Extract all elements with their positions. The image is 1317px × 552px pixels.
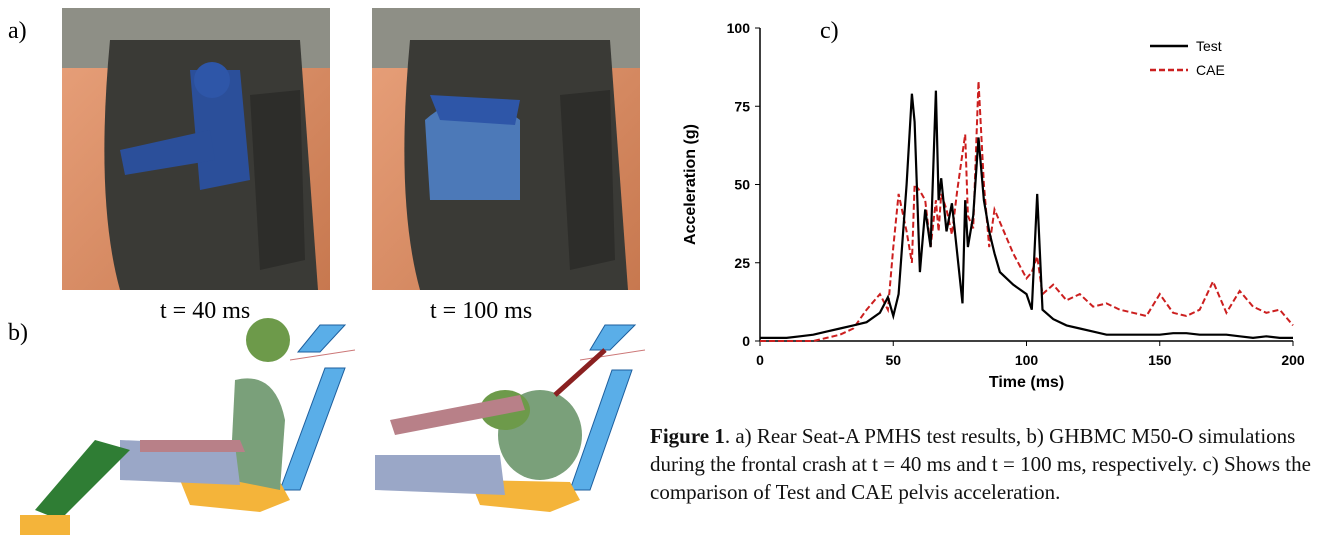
x-axis-label: Time (ms) — [989, 374, 1064, 391]
series-line — [760, 81, 1293, 341]
caption-text: . a) Rear Seat-A PMHS test results, b) G… — [650, 424, 1311, 504]
caption: Figure 1. a) Rear Seat-A PMHS test resul… — [650, 422, 1315, 506]
legend-label: Test — [1196, 38, 1222, 54]
y-tick-label: 100 — [727, 20, 751, 36]
caption-label: Figure 1 — [650, 424, 725, 448]
chart-annotation: c) — [820, 18, 839, 44]
x-tick-label: 50 — [885, 352, 901, 368]
y-tick-label: 0 — [742, 333, 750, 349]
x-tick-label: 150 — [1148, 352, 1172, 368]
photo — [62, 8, 330, 290]
panel-label: b) — [8, 320, 28, 346]
legend-label: CAE — [1196, 62, 1225, 78]
photo — [372, 8, 640, 290]
time-label: t = 100 ms — [430, 298, 532, 324]
chart: 0 25 50 75 100 0 50 100 150 200 Time (ms) Accelerat… — [682, 20, 1305, 391]
simulation-image — [20, 318, 355, 535]
panel-label: a) — [8, 18, 27, 44]
y-axis-label: Acceleration (g) — [682, 124, 699, 245]
x-tick-label: 100 — [1015, 352, 1039, 368]
x-tick-label: 0 — [756, 352, 764, 368]
simulation-image — [375, 325, 645, 512]
time-label: t = 40 ms — [160, 298, 250, 324]
x-tick-label: 200 — [1281, 352, 1305, 368]
y-tick-label: 50 — [734, 177, 750, 193]
y-tick-label: 75 — [734, 98, 750, 114]
series-line — [760, 91, 1293, 338]
page: a) b) t = 40 ms t = 100 ms — [0, 0, 1317, 552]
y-tick-label: 25 — [734, 255, 750, 271]
